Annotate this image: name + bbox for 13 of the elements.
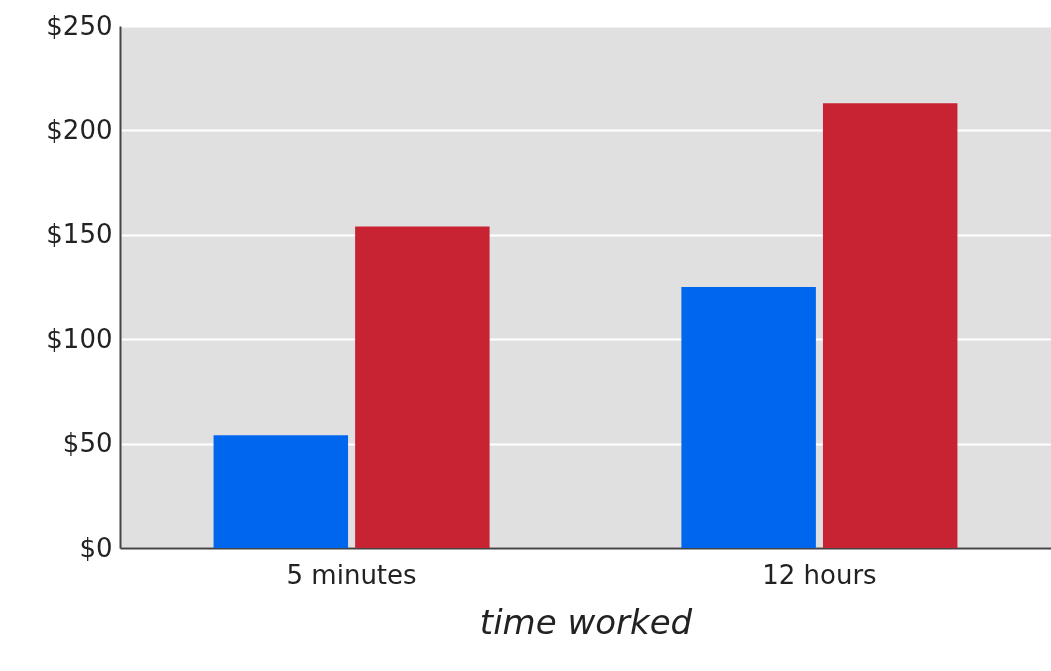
x-tick-label: 5 minutes [286, 559, 417, 590]
y-tick-label: $100 [46, 323, 113, 354]
bar [681, 287, 816, 548]
bar [355, 226, 490, 548]
y-tick-label: $0 [79, 532, 113, 563]
x-axis-title: time worked [479, 601, 693, 642]
x-tick-label: 12 hours [762, 559, 877, 590]
y-tick-label: $50 [62, 428, 113, 459]
bar [213, 435, 349, 548]
y-tick-label: $200 [46, 114, 113, 145]
bar [822, 103, 958, 548]
y-tick-label: $150 [46, 219, 113, 250]
y-tick-label: $250 [46, 10, 113, 41]
